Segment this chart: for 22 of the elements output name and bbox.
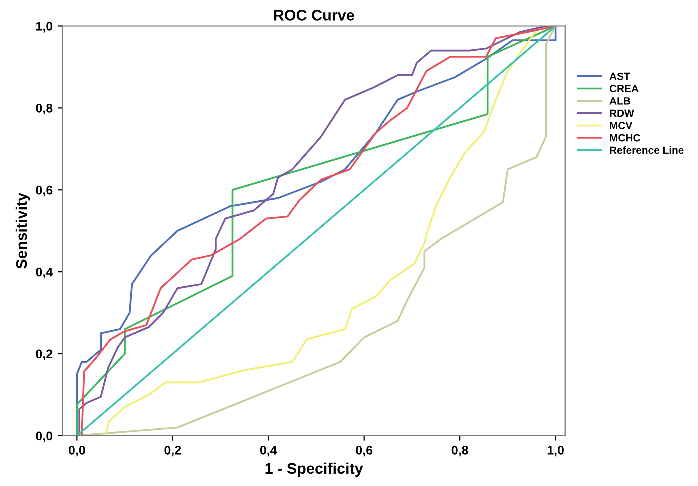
legend-label: Reference Line — [610, 146, 684, 154]
x-tick-label: 0,4 — [260, 446, 278, 457]
y-tick-label: 0,0 — [36, 432, 53, 442]
chart-title: ROC Curve — [274, 10, 354, 21]
legend-label: RDW — [610, 110, 634, 118]
y-tick-label: 0,6 — [36, 186, 53, 197]
legend-label: MCV — [610, 122, 633, 130]
x-tick-label: 0,6 — [356, 446, 373, 457]
y-tick-label: 1,0 — [36, 22, 53, 33]
x-axis-title: 1 - Specificity — [266, 462, 364, 478]
x-tick-label: 0,2 — [164, 446, 182, 457]
y-tick-label: 0,8 — [36, 104, 53, 115]
x-tick-label: 0,0 — [68, 446, 86, 457]
legend-label: AST — [610, 72, 630, 80]
legend-label: CREA — [610, 85, 639, 93]
y-axis-title: Sensitivity — [16, 192, 30, 269]
y-tick-label: 0,2 — [36, 350, 53, 360]
x-tick-label: 0,8 — [452, 446, 468, 457]
x-tick-label: 1,0 — [548, 446, 564, 457]
y-tick-label: 0,4 — [36, 268, 54, 279]
legend-label: ALB — [610, 98, 630, 105]
legend-label: MCHC — [610, 134, 640, 142]
